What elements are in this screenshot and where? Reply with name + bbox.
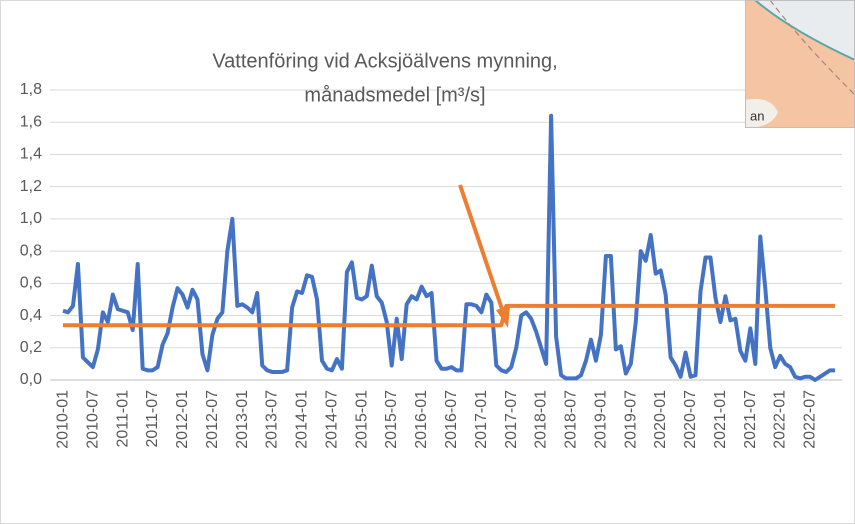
x-tick-label: 2014-01 bbox=[294, 390, 311, 449]
y-tick-label: 1,8 bbox=[20, 81, 42, 98]
map-water bbox=[755, 0, 855, 60]
x-tick-label: 2016-07 bbox=[443, 390, 460, 449]
lines bbox=[62, 113, 835, 382]
chart-title: månadsmedel [m³/s] bbox=[304, 84, 485, 106]
y-tick-label: 0,0 bbox=[20, 371, 42, 388]
arrow-head bbox=[496, 306, 510, 328]
x-tick-label: 2018-01 bbox=[533, 390, 550, 449]
x-tick-label: 2021-01 bbox=[712, 390, 729, 449]
y-tick-label: 1,6 bbox=[20, 113, 42, 130]
map-label: an bbox=[750, 108, 764, 123]
y-tick-label: 0,8 bbox=[20, 242, 42, 259]
arrow bbox=[458, 184, 510, 328]
x-tick-label: 2010-01 bbox=[55, 390, 72, 449]
x-tick-label: 2019-07 bbox=[622, 390, 639, 449]
x-tick-label: 2020-01 bbox=[652, 390, 669, 449]
x-tick-label: 2015-01 bbox=[353, 390, 370, 449]
x-tick-label: 2022-07 bbox=[802, 390, 819, 449]
chart-title: Vattenföring vid Acksjöälvens mynning, bbox=[212, 50, 557, 72]
series-line bbox=[62, 113, 835, 382]
map-area bbox=[745, 98, 778, 128]
x-tick-label: 2020-07 bbox=[682, 390, 699, 449]
x-tick-label: 2016-01 bbox=[413, 390, 430, 449]
x-tick-label: 2021-07 bbox=[742, 390, 759, 449]
x-tick-label: 2011-01 bbox=[114, 390, 131, 448]
x-tick-label: 2014-07 bbox=[323, 390, 340, 449]
map-inset: an bbox=[745, 0, 855, 128]
grid: 0,0 0,2 0,4 0,6 0,8 1,0 1,2 1,4 1,6 1,8 2010-01 201… bbox=[20, 81, 842, 449]
x-tick-label: 2019-01 bbox=[592, 390, 609, 449]
x-tick-label: 2012-07 bbox=[204, 390, 221, 449]
x-tick-label: 2013-07 bbox=[264, 390, 281, 449]
y-tick-label: 0,4 bbox=[20, 307, 42, 324]
x-tick-label: 2018-07 bbox=[563, 390, 580, 449]
x-tick-label: 2010-07 bbox=[84, 390, 101, 449]
arrow-shaft bbox=[458, 184, 505, 313]
y-tick-label: 0,2 bbox=[20, 339, 42, 356]
x-tick-label: 2022-01 bbox=[772, 390, 789, 449]
x-tick-label: 2012-01 bbox=[174, 390, 191, 449]
series-line bbox=[63, 303, 835, 328]
y-tick-label: 1,4 bbox=[20, 146, 42, 163]
x-tick-label: 2017-01 bbox=[473, 390, 490, 449]
map-coast bbox=[754, 0, 855, 61]
y-tick-label: 0,6 bbox=[20, 275, 42, 292]
x-tick-label: 2017-07 bbox=[503, 390, 520, 449]
x-tick-label: 2013-01 bbox=[234, 390, 251, 449]
map-border bbox=[769, 0, 855, 96]
x-tick-label: 2015-07 bbox=[383, 390, 400, 449]
x-tick-label: 2011-07 bbox=[144, 390, 161, 448]
y-tick-label: 1,2 bbox=[20, 178, 42, 195]
y-tick-label: 1,0 bbox=[20, 210, 42, 227]
